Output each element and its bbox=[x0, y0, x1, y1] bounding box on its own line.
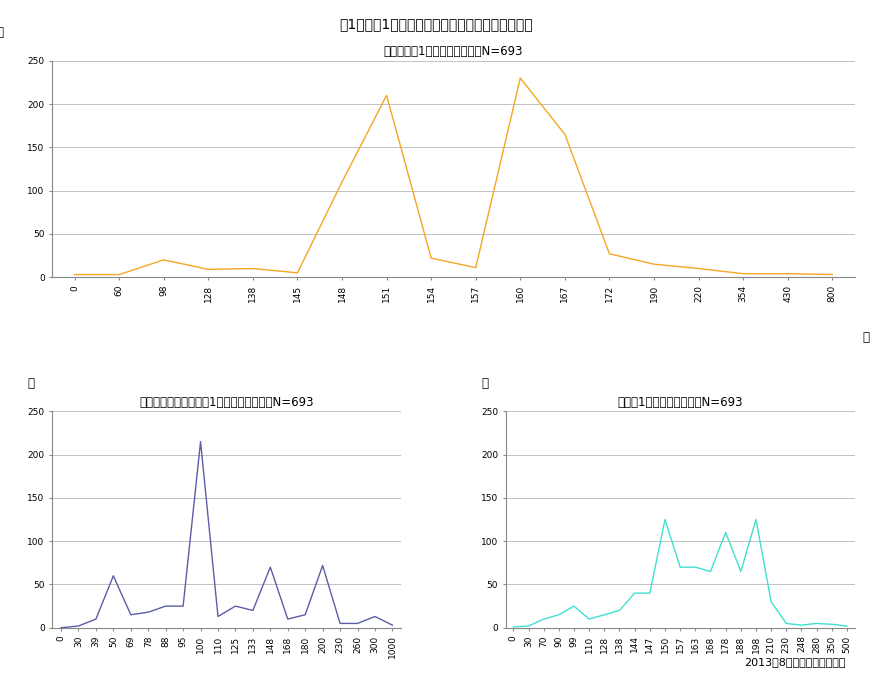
Title: ミネラルウォーター　1リットルの価格　N=693: ミネラルウォーター 1リットルの価格 N=693 bbox=[140, 396, 314, 409]
Text: 人: 人 bbox=[481, 377, 488, 389]
Text: 人: 人 bbox=[0, 26, 3, 39]
Text: 人: 人 bbox=[28, 377, 35, 389]
Text: 図1　液体1リットルの価格イメージ（自由回答）: 図1 液体1リットルの価格イメージ（自由回答） bbox=[339, 17, 533, 31]
Text: 2013年8月　都市生活研究所: 2013年8月 都市生活研究所 bbox=[745, 657, 846, 667]
Title: ガソリン　1リットルの価格　N=693: ガソリン 1リットルの価格 N=693 bbox=[384, 45, 523, 58]
Text: 円: 円 bbox=[862, 331, 869, 344]
Title: 牛乳　1リットルの価格　N=693: 牛乳 1リットルの価格 N=693 bbox=[617, 396, 743, 409]
